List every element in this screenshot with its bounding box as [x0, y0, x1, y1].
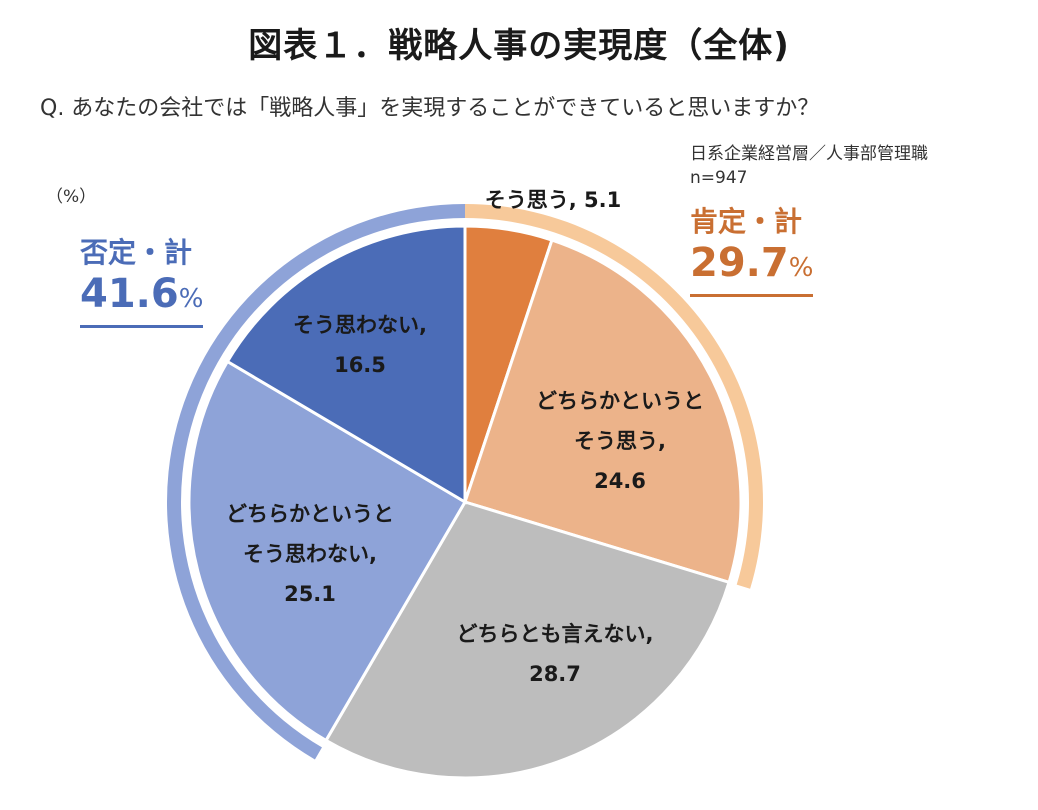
slice-label-line: そう思わない, [293, 313, 427, 337]
slice-label-4: どちらかというとそう思わない, 25.1 [226, 502, 394, 606]
slice-label-line: そう思う, 5.1 [485, 188, 622, 212]
slice-label-3: どちらとも言えない, 28.7 [457, 622, 654, 686]
positive-total-label: 肯定・計 [690, 205, 803, 238]
slice-label-line: 25.1 [284, 582, 336, 606]
positive-total-value-box: 29.7% [690, 239, 814, 297]
chart-title: 図表１．戦略人事の実現度（全体) [248, 26, 790, 66]
slice-label-line: どちらかというと [226, 502, 394, 526]
sample-size: n=947 [690, 168, 748, 188]
pie-slice-4 [187, 359, 468, 743]
slice-label-line: 28.7 [529, 662, 581, 686]
negative-total-value-box: 41.6% [80, 270, 204, 328]
survey-question: Q. あなたの会社では「戦略人事」を実現することができていると思いますか？ [40, 96, 820, 121]
negative-total-unit: % [178, 284, 204, 314]
negative-total-label: 否定・計 [80, 236, 193, 269]
positive-total-unit: % [788, 253, 814, 283]
slice-label-line: そう思わない, [243, 542, 377, 566]
slice-label-line: どちらとも言えない, [457, 622, 654, 646]
sample-group: 日系企業経営層／人事部管理職 [690, 144, 928, 164]
pie-slice-5 [225, 224, 467, 505]
slice-label-5: そう思わない, 16.5 [293, 313, 427, 377]
positive-total-value: 29.7 [690, 240, 789, 286]
pie-slice-2 [463, 238, 743, 585]
slice-label-line: どちらかというと [536, 389, 704, 413]
slice-label-line: 24.6 [594, 469, 646, 493]
slice-label-line: そう思う, [574, 429, 666, 453]
sample-info: 日系企業経営層／人事部管理職 n=947 [690, 142, 928, 190]
negative-total-value: 41.6 [80, 271, 179, 317]
positive-total: 肯定・計 29.7% [690, 205, 814, 297]
unit-label: （%） [46, 187, 97, 207]
pie-slice-3 [323, 500, 731, 780]
slice-label-1: そう思う, 5.1 [485, 188, 622, 212]
slice-label-2: どちらかというとそう思う, 24.6 [536, 389, 704, 493]
slice-label-line: 16.5 [334, 353, 386, 377]
negative-total: 否定・計 41.6% [80, 236, 204, 328]
